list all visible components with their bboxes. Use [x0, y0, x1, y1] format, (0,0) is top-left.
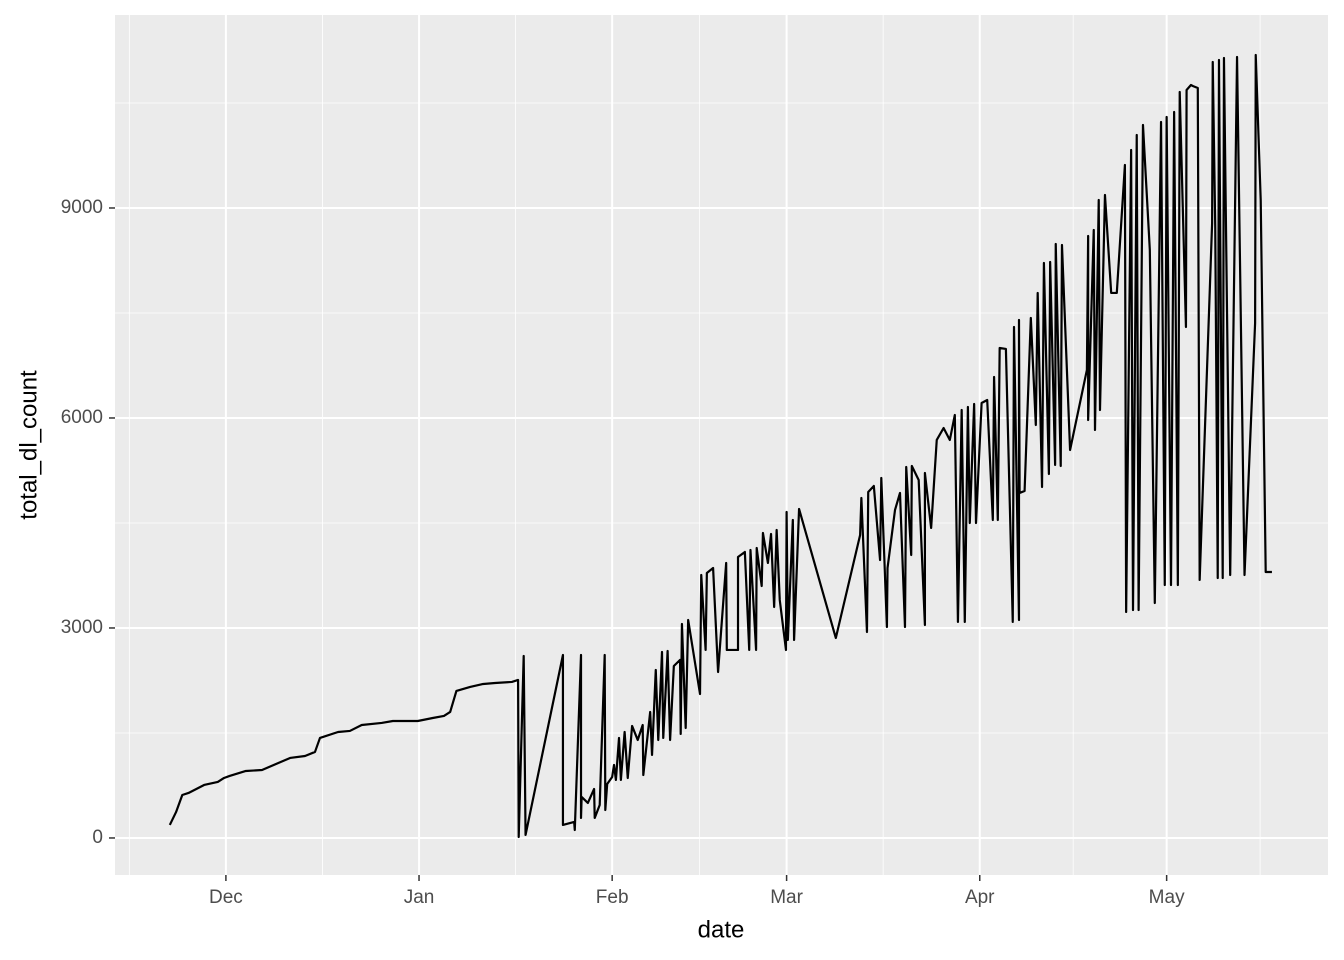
panel-background: [115, 15, 1328, 875]
y-tick-label: 6000: [61, 407, 103, 428]
plot: [168, 53, 1272, 839]
x-tick-label: Mar: [770, 887, 803, 908]
data-line: [168, 53, 1272, 839]
x-tick-label: Dec: [209, 887, 243, 908]
x-tick-label: May: [1149, 887, 1185, 908]
x-tick-label: Feb: [596, 887, 629, 908]
y-axis-title: total_dl_count: [15, 370, 42, 520]
y-tick-label: 0: [92, 827, 103, 848]
x-axis-title: date: [698, 916, 745, 943]
y-tick-label: 9000: [61, 197, 103, 218]
x-tick-label: Jan: [404, 887, 435, 908]
x-tick-label: Apr: [965, 887, 995, 908]
y-tick-label: 3000: [61, 617, 103, 638]
grid: [115, 15, 1328, 875]
